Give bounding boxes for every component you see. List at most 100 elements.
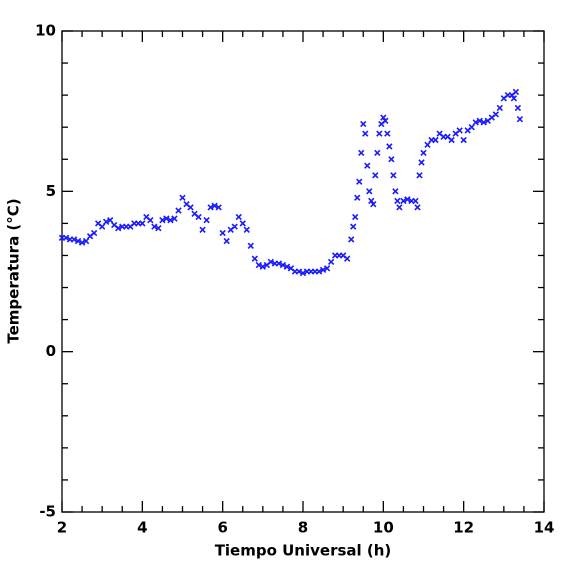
- data-point: [107, 217, 114, 224]
- plot-frame: [61, 30, 545, 513]
- marker-stroke: [432, 136, 439, 144]
- marker-stroke: [323, 265, 331, 272]
- marker-stroke: [390, 172, 397, 179]
- data-point: [151, 223, 158, 230]
- data-point: [215, 204, 222, 211]
- y-tick-label: 10: [35, 22, 56, 40]
- data-point: [412, 197, 419, 205]
- marker-stroke: [235, 213, 242, 221]
- data-point: [394, 197, 401, 205]
- data-point: [90, 229, 98, 237]
- data-point: [416, 172, 423, 179]
- marker-stroke: [243, 226, 250, 233]
- marker-stroke: [275, 260, 283, 267]
- data-point: [171, 215, 178, 222]
- x-axis-label: Tiempo Universal (h): [215, 542, 392, 560]
- marker-stroke: [366, 188, 373, 195]
- data-point: [356, 178, 363, 185]
- marker-stroke: [211, 202, 218, 209]
- marker-stroke: [255, 261, 262, 269]
- data-point: [512, 88, 520, 96]
- data-point: [147, 217, 154, 224]
- data-point: [259, 263, 266, 270]
- x-tick-label: 4: [137, 519, 147, 537]
- data-point: [299, 269, 307, 277]
- marker-stroke: [327, 258, 335, 266]
- marker-stroke: [476, 117, 483, 124]
- data-point: [360, 120, 367, 128]
- data-point: [414, 204, 421, 211]
- x-tick-label: 6: [217, 519, 227, 537]
- marker-stroke: [362, 130, 369, 137]
- marker-stroke: [319, 266, 327, 274]
- marker-stroke: [99, 223, 106, 230]
- data-point: [279, 261, 287, 269]
- data-point: [187, 204, 194, 211]
- data-point: [352, 213, 359, 221]
- marker-stroke: [259, 263, 266, 270]
- marker-stroke: [392, 188, 399, 195]
- data-point: [496, 104, 503, 112]
- marker-stroke: [187, 204, 194, 211]
- data-point: [376, 130, 383, 137]
- data-point: [362, 130, 369, 137]
- marker-stroke: [267, 258, 275, 266]
- data-point: [354, 194, 361, 201]
- data-point: [295, 268, 303, 275]
- marker-stroke: [107, 217, 114, 224]
- data-point: [103, 218, 110, 225]
- marker-stroke: [404, 196, 411, 203]
- data-point: [516, 116, 524, 123]
- marker-stroke: [496, 104, 503, 112]
- data-point: [420, 149, 427, 157]
- marker-stroke: [223, 237, 230, 245]
- data-point: [283, 263, 291, 270]
- data-point: [480, 119, 487, 126]
- marker-stroke: [111, 221, 118, 229]
- marker-stroke: [159, 217, 166, 224]
- marker-stroke: [151, 223, 158, 230]
- data-point: [448, 136, 455, 144]
- marker-stroke: [287, 265, 295, 272]
- marker-stroke: [516, 116, 524, 123]
- marker-stroke: [360, 120, 367, 128]
- marker-stroke: [350, 223, 357, 230]
- marker-stroke: [219, 229, 226, 237]
- data-point: [390, 172, 397, 179]
- data-point: [78, 239, 86, 246]
- data-point: [211, 202, 218, 209]
- marker-stroke: [199, 226, 206, 233]
- marker-stroke: [388, 156, 395, 163]
- marker-stroke: [424, 141, 431, 149]
- marker-stroke: [195, 213, 202, 221]
- marker-stroke: [207, 204, 214, 211]
- marker-stroke: [103, 218, 110, 225]
- x-tick-label: 12: [453, 519, 474, 537]
- marker-stroke: [418, 159, 425, 166]
- data-point: [460, 136, 467, 144]
- data-point: [368, 197, 375, 205]
- data-point: [418, 159, 425, 166]
- data-point: [323, 265, 331, 272]
- data-point: [392, 188, 399, 195]
- data-point: [370, 200, 377, 208]
- data-point: [255, 261, 262, 269]
- marker-stroke: [444, 133, 451, 140]
- data-point: [472, 119, 479, 126]
- marker-stroke: [247, 242, 254, 250]
- marker-stroke: [115, 225, 122, 232]
- y-tick-label: 0: [46, 342, 56, 360]
- marker-stroke: [179, 194, 186, 201]
- marker-stroke: [460, 136, 467, 144]
- data-point: [327, 258, 335, 266]
- marker-stroke: [356, 178, 363, 185]
- marker-stroke: [396, 204, 403, 211]
- data-point: [251, 255, 258, 262]
- marker-stroke: [510, 95, 518, 102]
- marker-stroke: [472, 119, 479, 126]
- marker-stroke: [175, 207, 182, 214]
- marker-stroke: [171, 215, 178, 222]
- data-point: [175, 207, 182, 214]
- marker-stroke: [400, 197, 407, 205]
- data-point: [366, 188, 373, 195]
